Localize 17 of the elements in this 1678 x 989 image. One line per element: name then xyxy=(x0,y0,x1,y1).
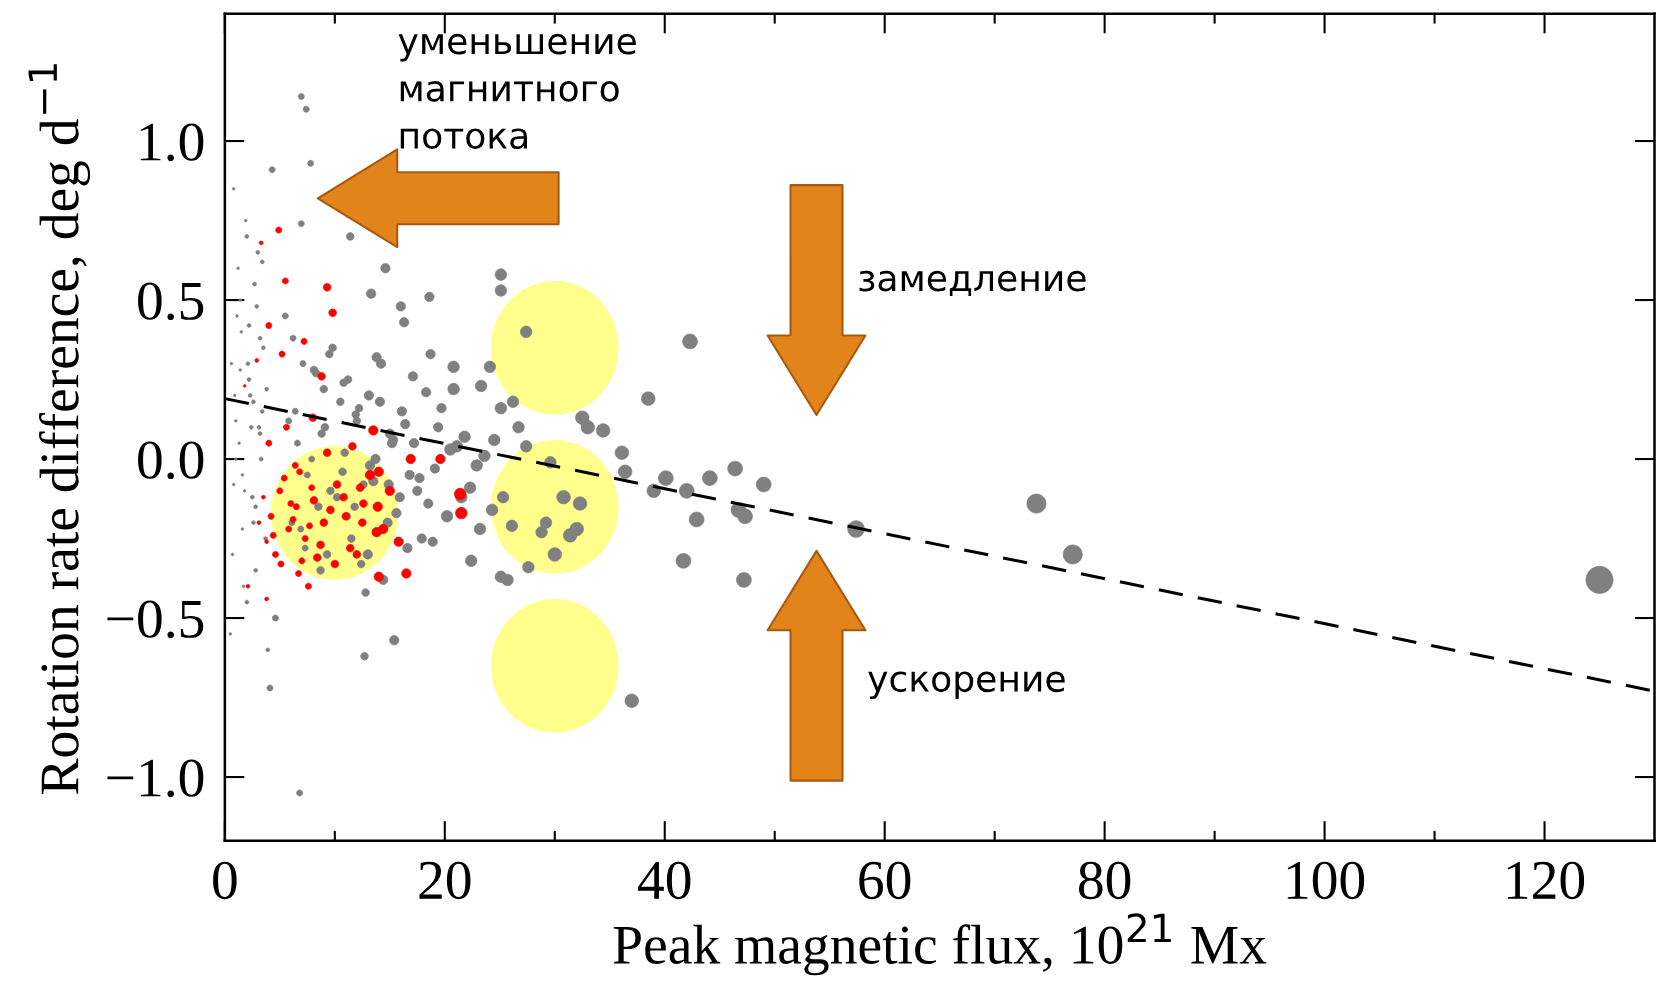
annotation: ускорение xyxy=(868,671,1065,700)
x-tick-label: 40 xyxy=(638,861,691,900)
y-tick-label: 0.0 xyxy=(138,441,204,480)
x-tick-label: 0 xyxy=(213,861,237,900)
y-axis-title: Rotation rate difference, deg d$^{−1}$ xyxy=(28,64,91,794)
x-tick-label: 20 xyxy=(419,861,471,900)
annotation: замедление xyxy=(859,270,1086,296)
y-tick-label: 1.0 xyxy=(140,123,204,162)
y-tick-label: −0.5 xyxy=(107,600,204,639)
annotation: уменьшение магнитного потока xyxy=(398,33,636,150)
y-tick-label: −1.0 xyxy=(107,759,204,798)
x-tick-label: 80 xyxy=(1078,861,1131,900)
x-axis-title: Peak magnetic flux, 10$^{21}$ Mx xyxy=(613,913,1267,976)
y-tick-label: 0.5 xyxy=(138,282,204,321)
x-tick-label: 60 xyxy=(859,861,911,900)
x-tick-label: 100 xyxy=(1287,861,1365,900)
x-tick-label: 120 xyxy=(1507,861,1585,900)
